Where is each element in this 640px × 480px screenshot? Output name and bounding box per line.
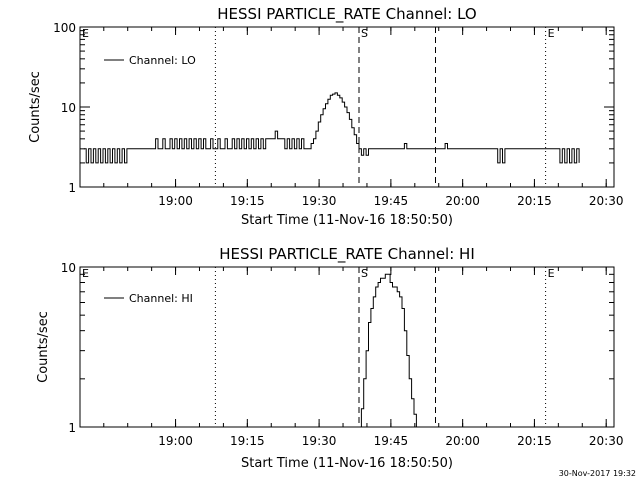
panel-lo-x-tick-label: 19:45 (374, 194, 409, 208)
panel-lo-y-tick-label: 100 (53, 21, 76, 35)
panel-lo-legend-label: Channel: LO (129, 54, 196, 67)
panel-hi-plot-frame (79, 266, 615, 428)
panel-lo-marker-label-4: E (548, 27, 555, 40)
footer-timestamp: 30-Nov-2017 19:32 (559, 469, 636, 478)
panel-hi-x-tick-label: 19:00 (158, 434, 193, 448)
panel-lo-series-line-0 (83, 92, 580, 164)
panel-hi-x-tick-label: 20:00 (445, 434, 480, 448)
panel-hi-title: HESSI PARTICLE_RATE Channel: HI (219, 245, 475, 264)
panel-lo-marker-label-2: S (361, 27, 368, 40)
panel-hi-marker-label-2: S (361, 267, 368, 280)
panel-hi-x-tick-label: 19:15 (230, 434, 265, 448)
panel-lo-x-tick-label: 19:30 (302, 194, 337, 208)
panel-hi: HESSI PARTICLE_RATE Channel: HI E S E 19:0… (36, 245, 623, 471)
panel-hi-x-tick-label: 19:30 (302, 434, 337, 448)
panel-lo-legend: Channel: LO (104, 54, 196, 67)
panel-lo-x-tick-label: 20:15 (517, 194, 552, 208)
panel-hi-x-tick-label: 20:30 (589, 434, 624, 448)
panel-lo: HESSI PARTICLE_RATE Channel: LO E S E 19:0… (28, 5, 623, 228)
panel-hi-y-tick-label: 10 (61, 261, 76, 275)
panel-hi-y-axis-label: Counts/sec (36, 311, 51, 383)
panel-lo-title: HESSI PARTICLE_RATE Channel: LO (217, 5, 476, 24)
panel-lo-y-axis-label: Counts/sec (28, 71, 43, 143)
panel-hi-marker-label-0: E (82, 267, 89, 280)
panel-lo-marker-label-0: E (82, 27, 89, 40)
panel-lo-x-axis-label: Start Time (11-Nov-16 18:50:50) (241, 213, 453, 228)
panel-lo-x-tick-label: 19:15 (230, 194, 265, 208)
panel-hi-y-tick-label: 1 (68, 421, 76, 435)
panel-hi-marker-label-4: E (548, 267, 555, 280)
panel-lo-x-tick-label: 20:00 (445, 194, 480, 208)
panel-lo-x-tick-label: 20:30 (589, 194, 624, 208)
panel-hi-series-line-0 (359, 273, 419, 428)
panel-lo-y-tick-label: 10 (61, 101, 76, 115)
panel-lo-y-tick-label: 1 (68, 181, 76, 195)
panel-lo-x-tick-label: 19:00 (158, 194, 193, 208)
panel-hi-x-tick-label: 19:45 (374, 434, 409, 448)
panel-hi-x-tick-label: 20:15 (517, 434, 552, 448)
panel-hi-x-axis-label: Start Time (11-Nov-16 18:50:50) (241, 456, 453, 471)
panel-hi-legend-label: Channel: HI (129, 292, 193, 305)
panel-hi-legend: Channel: HI (104, 292, 193, 305)
